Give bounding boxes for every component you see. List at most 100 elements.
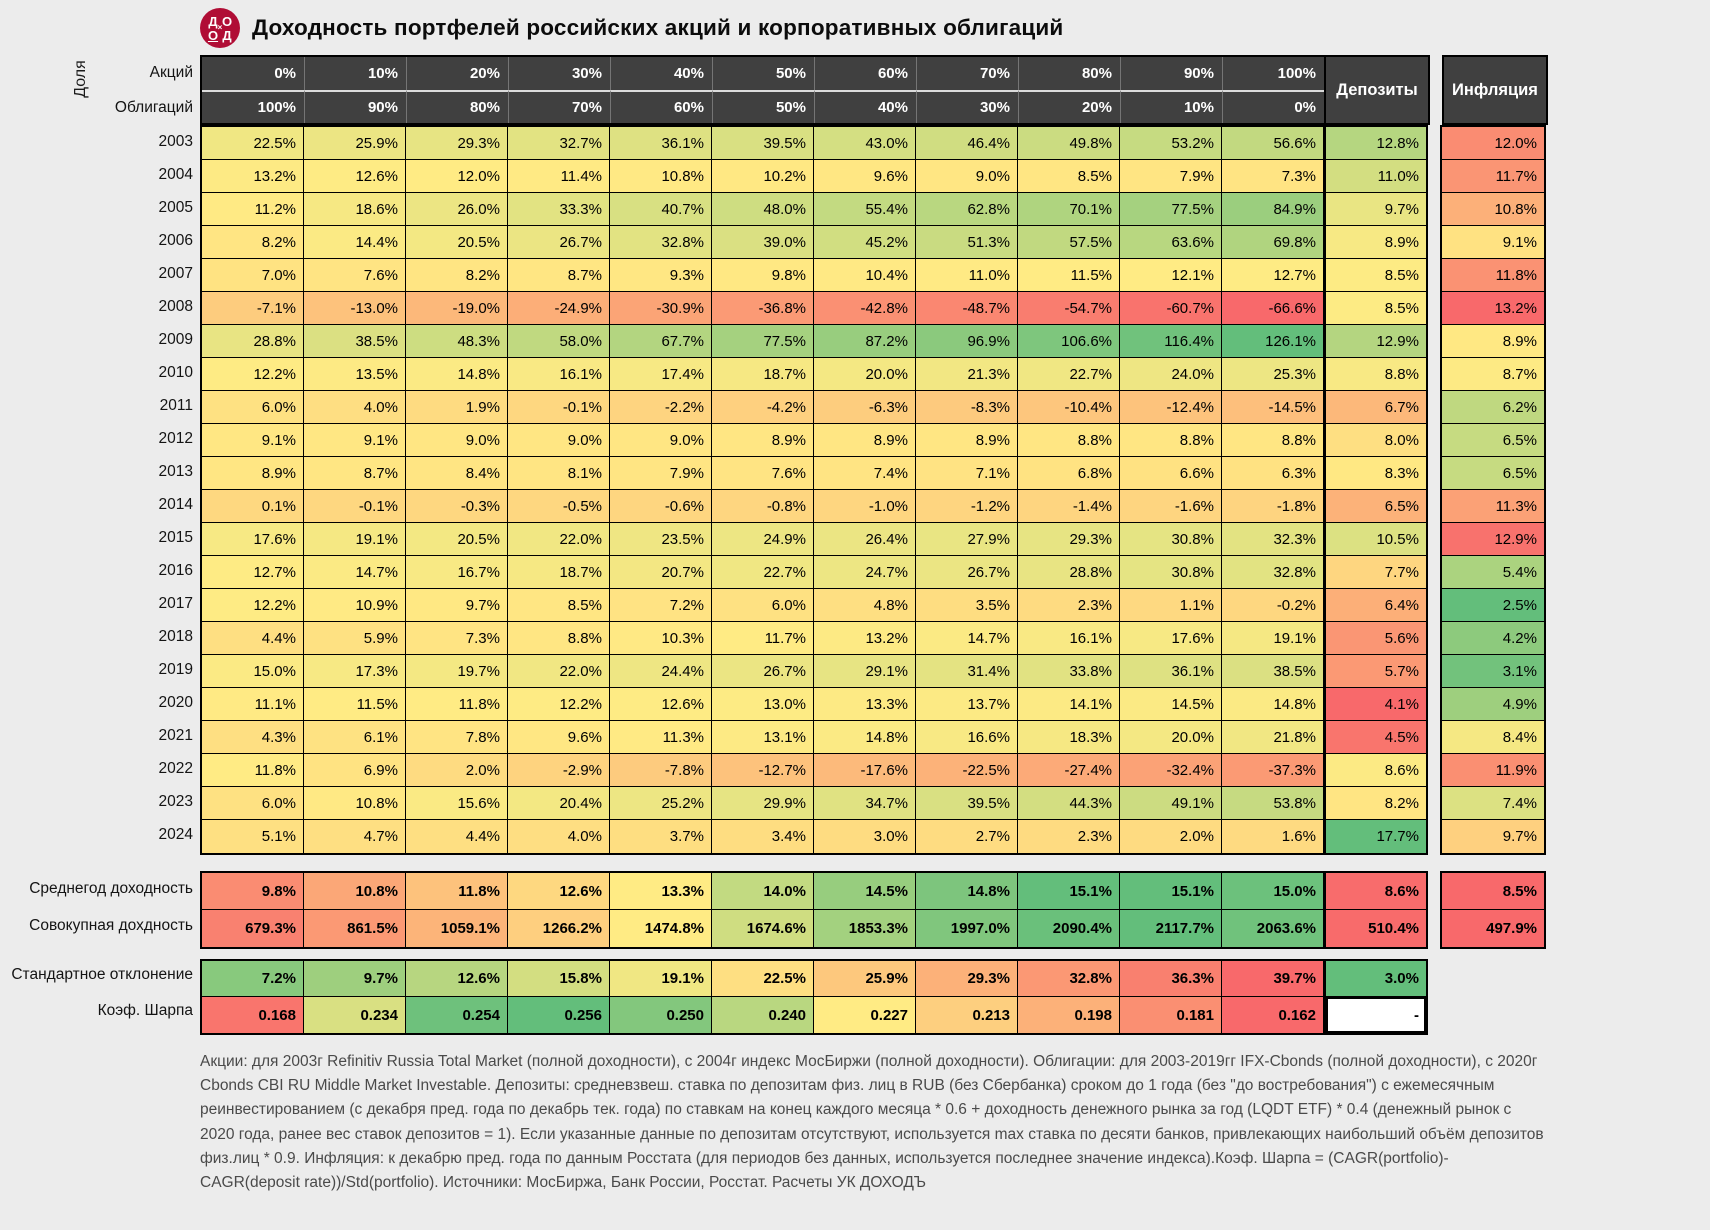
deposit-return-cell: 9.7% <box>1324 193 1426 226</box>
total-return-cell: 2117.7% <box>1120 910 1222 947</box>
return-cell: 10.9% <box>304 589 406 622</box>
logo-letter: Д <box>208 13 218 29</box>
return-cell: 14.4% <box>304 226 406 259</box>
return-cell: 21.8% <box>1222 721 1324 754</box>
return-cell: 32.7% <box>508 127 610 160</box>
return-cell: -1.0% <box>814 490 916 523</box>
return-cell: -0.2% <box>1222 589 1324 622</box>
return-cell: 34.7% <box>814 787 916 820</box>
return-cell: 44.3% <box>1018 787 1120 820</box>
return-cell: 4.0% <box>304 391 406 424</box>
deposit-return-cell: 5.7% <box>1324 655 1426 688</box>
avg-return-cell: 14.5% <box>814 873 916 910</box>
return-cell: 84.9% <box>1222 193 1324 226</box>
return-cell: 67.7% <box>610 325 712 358</box>
return-cell: 38.5% <box>1222 655 1324 688</box>
deposit-return-cell: 6.4% <box>1324 589 1426 622</box>
return-cell: 26.0% <box>406 193 508 226</box>
total-return-cell: 2090.4% <box>1018 910 1120 947</box>
return-cell: 18.6% <box>304 193 406 226</box>
title-row: Д О О Д × Доходность портфелей российских ак… <box>0 0 1710 55</box>
return-cell: -36.8% <box>712 292 814 325</box>
return-cell: 3.4% <box>712 820 814 853</box>
return-cell: 14.8% <box>814 721 916 754</box>
deposit-return-cell: 4.1% <box>1324 688 1426 721</box>
inflation-cell: 13.2% <box>1442 292 1544 325</box>
avg-return-cell: 14.8% <box>916 873 1018 910</box>
return-cell: 29.3% <box>1018 523 1120 556</box>
year-label: 2016 <box>158 561 193 579</box>
return-cell: 9.3% <box>610 259 712 292</box>
return-cell: -14.5% <box>1222 391 1324 424</box>
inflation-cell: 8.4% <box>1442 721 1544 754</box>
portfolio-share-header-cell: 30% <box>508 57 610 90</box>
return-cell: 10.8% <box>304 787 406 820</box>
return-cell: 53.2% <box>1120 127 1222 160</box>
return-cell: 2.3% <box>1018 589 1120 622</box>
return-cell: 7.3% <box>406 622 508 655</box>
deposit-return-cell: 10.5% <box>1324 523 1426 556</box>
return-cell: -12.4% <box>1120 391 1222 424</box>
return-cell: 28.8% <box>1018 556 1120 589</box>
return-cell: -37.3% <box>1222 754 1324 787</box>
return-cell: 6.3% <box>1222 457 1324 490</box>
stdev-deposit-cell: 3.0% <box>1324 961 1426 997</box>
return-cell: 9.7% <box>406 589 508 622</box>
return-cell: 25.9% <box>304 127 406 160</box>
return-cell: 13.1% <box>712 721 814 754</box>
return-cell: 30.8% <box>1120 523 1222 556</box>
summary-returns-grid: 9.8% 10.8% 11.8% 12.6% 13.3% 14.0% 14.5% 14.8% 1… <box>200 871 1428 949</box>
return-cell: 116.4% <box>1120 325 1222 358</box>
portfolio-share-header-cell: 10% <box>304 57 406 90</box>
return-cell: 36.1% <box>1120 655 1222 688</box>
return-cell: 57.5% <box>1018 226 1120 259</box>
return-cell: 29.9% <box>712 787 814 820</box>
return-cell: 9.6% <box>508 721 610 754</box>
return-cell: 29.1% <box>814 655 916 688</box>
return-cell: 33.3% <box>508 193 610 226</box>
stdev-row-label: Стандартное отклонение <box>11 966 193 983</box>
return-cell: 24.7% <box>814 556 916 589</box>
deposit-return-cell: 8.3% <box>1324 457 1426 490</box>
year-label: 2024 <box>158 825 193 843</box>
return-cell: -17.6% <box>814 754 916 787</box>
return-cell: 7.0% <box>202 259 304 292</box>
return-cell: 8.4% <box>406 457 508 490</box>
return-cell: 14.8% <box>406 358 508 391</box>
stdev-cell: 25.9% <box>814 961 916 997</box>
return-cell: -66.6% <box>1222 292 1324 325</box>
deposits-column-header: Депозиты <box>1324 55 1430 125</box>
deposit-return-cell: 8.2% <box>1324 787 1426 820</box>
return-cell: 33.8% <box>1018 655 1120 688</box>
avg-return-cell: 12.6% <box>508 873 610 910</box>
year-label: 2005 <box>158 198 193 216</box>
portfolio-share-header-cell: 100% <box>1222 57 1324 90</box>
year-label: 2021 <box>158 726 193 744</box>
return-cell: 14.5% <box>1120 688 1222 721</box>
logo-letter: О <box>207 27 219 43</box>
portfolio-share-header-cell: 0% <box>1222 90 1324 123</box>
return-cell: -1.6% <box>1120 490 1222 523</box>
inflation-cell: 8.9% <box>1442 325 1544 358</box>
return-cell: 4.4% <box>202 622 304 655</box>
return-cell: 12.1% <box>1120 259 1222 292</box>
portfolio-share-header-cell: 70% <box>916 57 1018 90</box>
deposit-return-cell: 7.7% <box>1324 556 1426 589</box>
return-cell: 11.3% <box>610 721 712 754</box>
inflation-cell: 9.7% <box>1442 820 1544 853</box>
return-cell: -32.4% <box>1120 754 1222 787</box>
return-cell: 18.3% <box>1018 721 1120 754</box>
portfolio-share-header-cell: 40% <box>814 90 916 123</box>
return-cell: 16.1% <box>1018 622 1120 655</box>
total-return-cell: 1674.6% <box>712 910 814 947</box>
return-cell: 19.7% <box>406 655 508 688</box>
return-cell: 12.7% <box>1222 259 1324 292</box>
return-cell: 24.9% <box>712 523 814 556</box>
return-cell: 20.5% <box>406 523 508 556</box>
return-cell: 106.6% <box>1018 325 1120 358</box>
total-return-cell: 1266.2% <box>508 910 610 947</box>
year-label: 2020 <box>158 693 193 711</box>
year-label: 2022 <box>158 759 193 777</box>
return-cell: -6.3% <box>814 391 916 424</box>
return-cell: 17.3% <box>304 655 406 688</box>
